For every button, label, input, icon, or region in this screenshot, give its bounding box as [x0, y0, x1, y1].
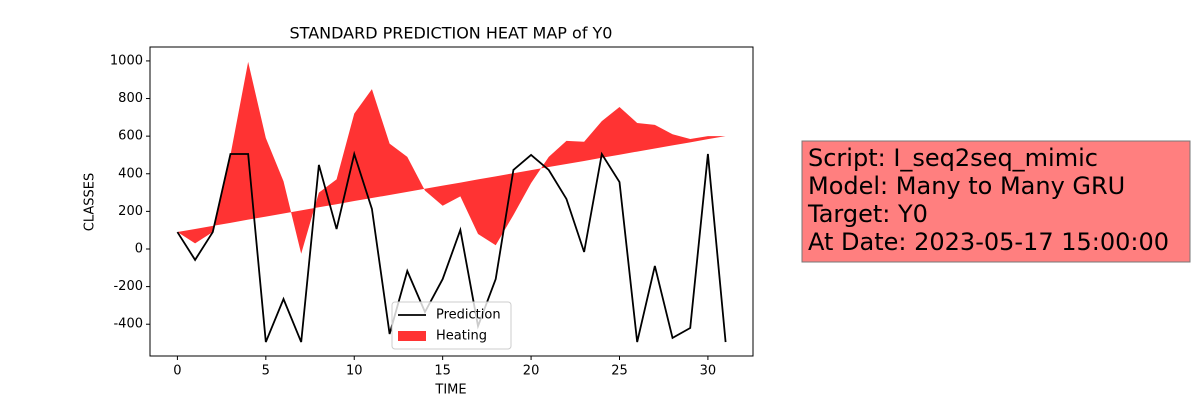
x-axis-label: TIME: [434, 383, 466, 398]
annotation: Script: I_seq2seq_mimic Model: Many to M…: [807, 144, 1169, 256]
y-tick-label: 1000: [110, 53, 143, 68]
annotation-line: Script: I_seq2seq_mimic: [808, 144, 1098, 172]
legend-swatch: [398, 331, 426, 341]
line: [176, 150, 727, 343]
plot-frame: [149, 46, 754, 357]
annotation-line: At Date: 2023-05-17 15:00:00: [808, 228, 1169, 256]
x-tick-label: 30: [700, 364, 717, 379]
x-tick-label: 10: [346, 364, 363, 379]
x-tick-label: 25: [611, 364, 628, 379]
area: [177, 61, 726, 254]
y-tick-label: 400: [118, 166, 143, 181]
y-tick-label: 600: [118, 129, 143, 144]
annotation-line: Model: Many to Many GRU: [808, 172, 1125, 200]
legend-label: Heating: [436, 329, 487, 344]
x-tick-label: 20: [523, 364, 540, 379]
y-tick-label: 800: [118, 91, 143, 106]
x-tick-label: 0: [173, 364, 181, 379]
y-tick-label: -200: [113, 279, 143, 294]
x-tick-label: 5: [262, 364, 270, 379]
y-tick-label: 0: [135, 241, 143, 256]
chart-title: STANDARD PREDICTION HEAT MAP of Y0: [290, 24, 613, 43]
x-tick-label: 15: [434, 364, 451, 379]
annotation-line: Target: Y0: [807, 200, 928, 228]
legend: Prediction Heating: [391, 301, 512, 350]
y-tick-label: 200: [118, 204, 143, 219]
y-tick-label: -400: [113, 317, 143, 332]
y-axis-label: CLASSES: [83, 173, 98, 231]
legend-label: Prediction: [436, 308, 501, 323]
annotation-box: [801, 140, 1191, 263]
